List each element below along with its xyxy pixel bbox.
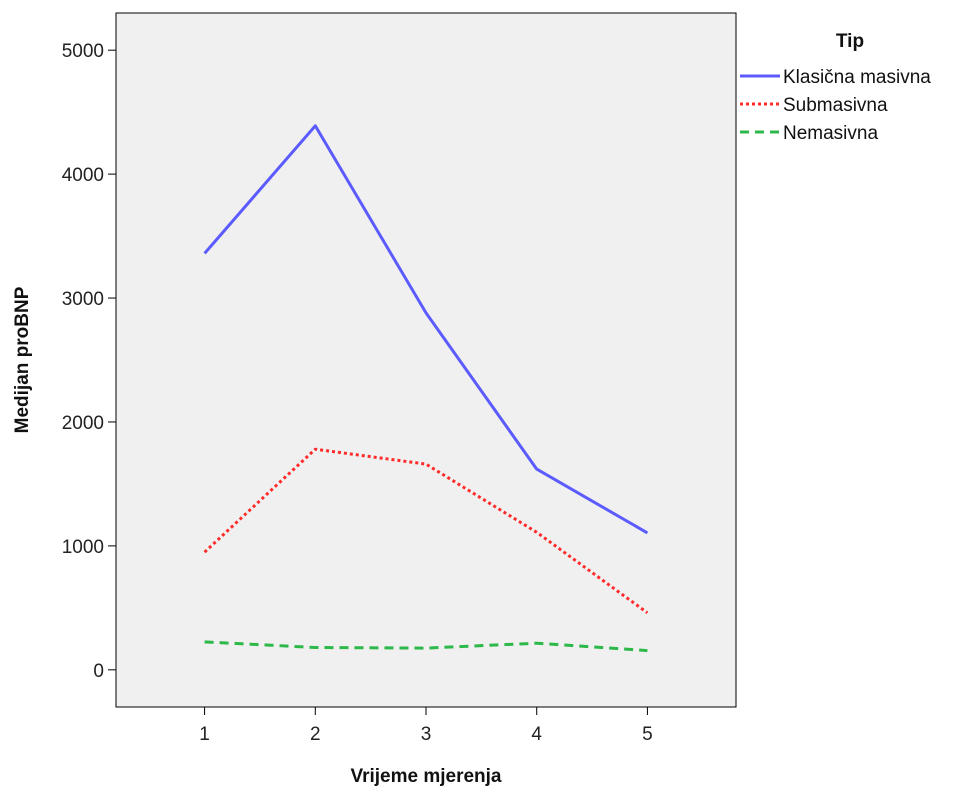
x-tick-label-0: 1 bbox=[199, 724, 210, 745]
x-tick-label-2: 3 bbox=[421, 724, 432, 745]
y-axis: 0 1000 2000 3000 4000 5000 bbox=[62, 41, 116, 682]
series-line-1 bbox=[203, 447, 649, 615]
y-tick-label-0: 0 bbox=[93, 661, 104, 682]
x-tick-label-3: 4 bbox=[531, 724, 542, 745]
plot-area bbox=[115, 12, 737, 708]
series-line-0 bbox=[203, 124, 649, 535]
x-axis-title: Vrijeme mjerenja bbox=[350, 766, 501, 787]
legend-label-0: Klasična masivna bbox=[783, 67, 931, 88]
legend-label-1: Submasivna bbox=[783, 95, 888, 116]
y-tick-label-3: 3000 bbox=[62, 289, 104, 310]
y-tick-label-5: 5000 bbox=[62, 41, 104, 62]
y-axis-title: Medijan proBNP bbox=[12, 286, 33, 433]
y-tick-label-1: 1000 bbox=[62, 537, 104, 558]
x-tick-label-1: 2 bbox=[310, 724, 321, 745]
x-axis: 1 2 3 4 5 bbox=[199, 707, 653, 745]
y-tick-label-4: 4000 bbox=[62, 165, 104, 186]
legend-label-2: Nemasivna bbox=[783, 123, 878, 144]
x-tick-label-4: 5 bbox=[642, 724, 653, 745]
legend-title: Tip bbox=[836, 31, 864, 52]
y-tick-label-2: 2000 bbox=[62, 413, 104, 434]
legend: Tip Klasična masivna Submasivna Nemasivna bbox=[740, 31, 931, 144]
series-layer bbox=[203, 124, 649, 653]
